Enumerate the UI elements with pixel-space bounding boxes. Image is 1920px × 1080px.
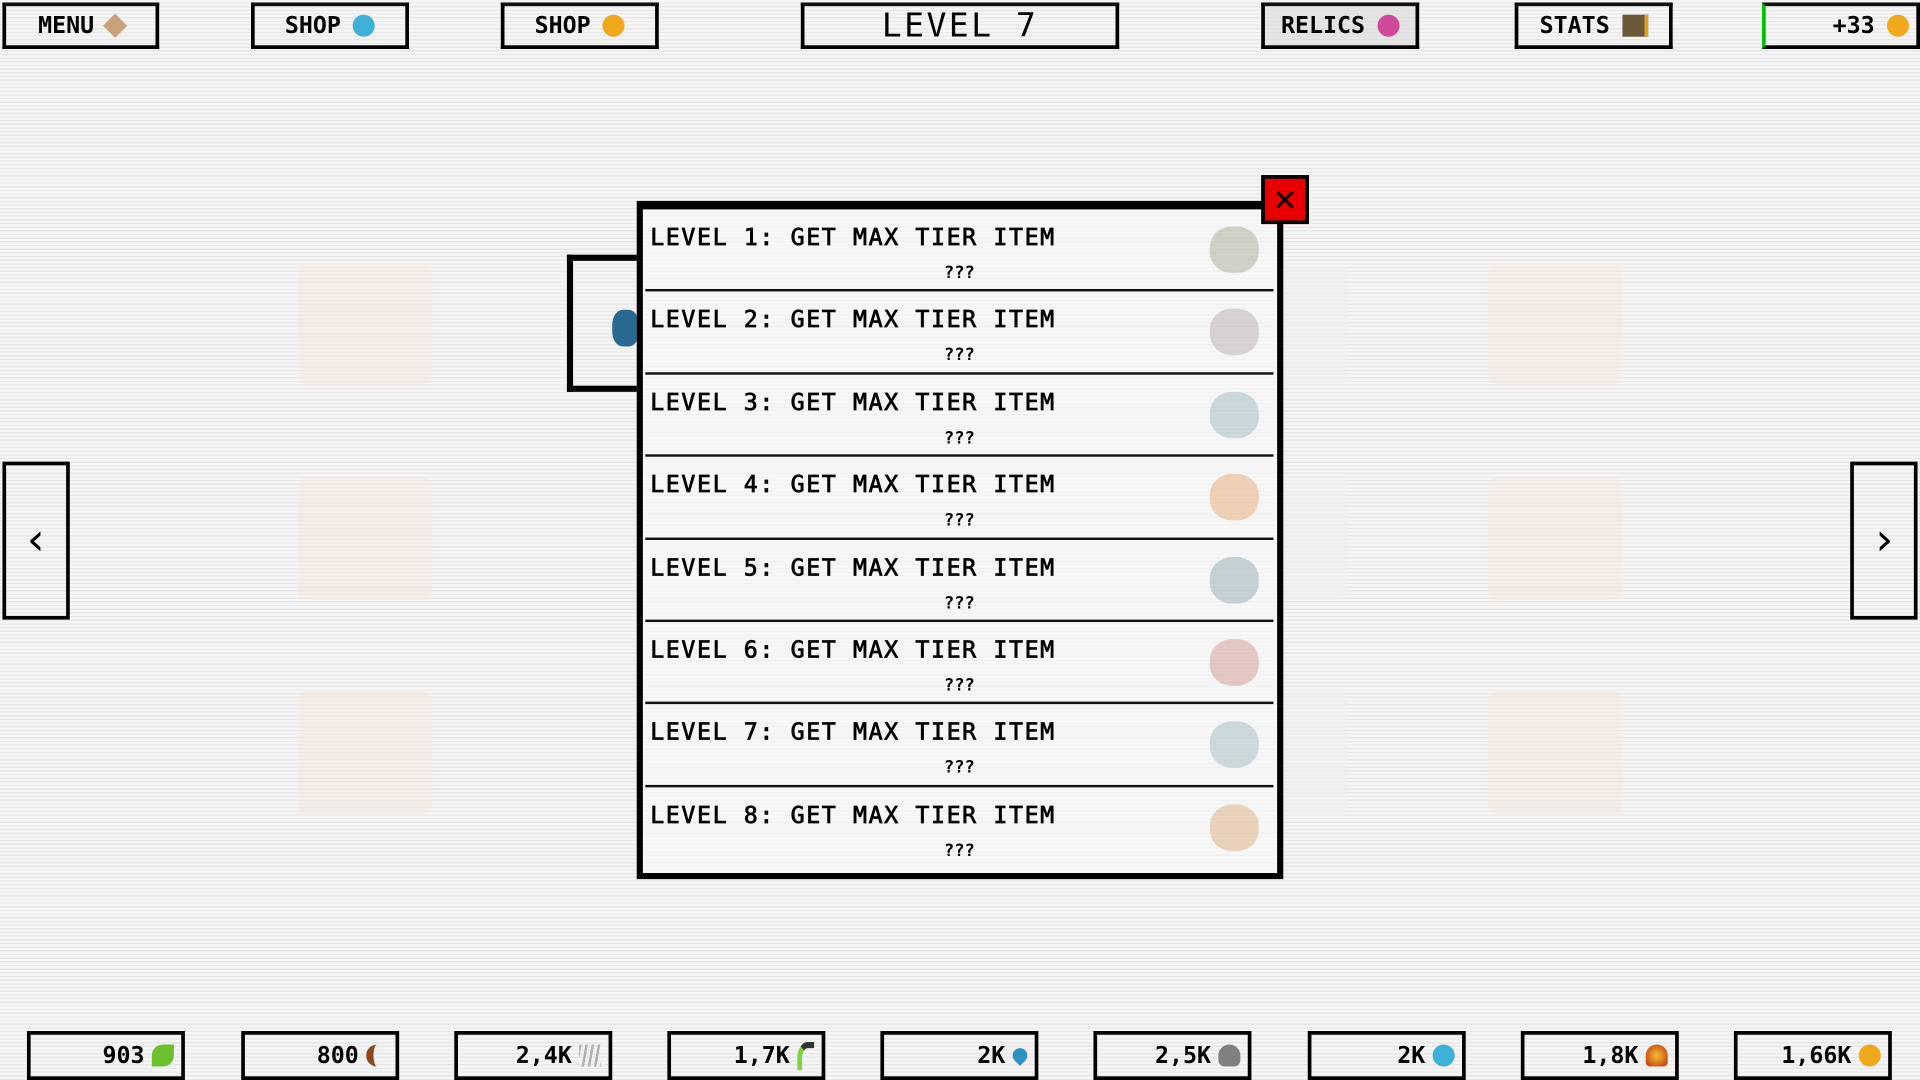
gold-coin-icon bbox=[1886, 14, 1909, 37]
background-slot bbox=[1487, 691, 1623, 815]
resource-value: 1,8K bbox=[1582, 1042, 1639, 1069]
item-icon bbox=[1209, 721, 1259, 769]
shop-label: SHOP bbox=[284, 12, 341, 40]
claw-icon bbox=[579, 1044, 602, 1067]
resource-value: 2K bbox=[977, 1042, 1006, 1069]
level-goal-row: LEVEL 8: GET MAX TIER ITEM??? bbox=[645, 787, 1273, 870]
resource-counter: 800 bbox=[241, 1031, 400, 1080]
sprout-icon bbox=[797, 1041, 815, 1070]
background-slot bbox=[1279, 691, 1347, 815]
stats-label: STATS bbox=[1539, 12, 1610, 40]
level-title-text: LEVEL 7 bbox=[881, 6, 1039, 45]
goal-title: LEVEL 6: GET MAX TIER ITEM bbox=[650, 636, 1056, 664]
chevron-right-icon: › bbox=[1870, 515, 1898, 566]
resource-counter: 2,4K bbox=[454, 1031, 613, 1080]
resource-counter: 2K bbox=[880, 1031, 1039, 1080]
level-goal-row: LEVEL 4: GET MAX TIER ITEM??? bbox=[645, 457, 1274, 540]
relics-label: RELICS bbox=[1281, 12, 1366, 40]
background-slot bbox=[1279, 263, 1347, 386]
resource-value: 903 bbox=[102, 1042, 145, 1069]
water-drop-icon bbox=[1009, 1045, 1031, 1066]
resource-value: 2K bbox=[1397, 1042, 1426, 1069]
pink-gem-icon bbox=[1377, 14, 1400, 37]
shop-label: SHOP bbox=[534, 12, 591, 40]
goal-reward: ??? bbox=[943, 840, 975, 861]
goal-title: LEVEL 7: GET MAX TIER ITEM bbox=[650, 719, 1056, 747]
menu-label: MENU bbox=[38, 12, 95, 40]
gold-coin-icon bbox=[1858, 1044, 1881, 1067]
resource-counter: 2,5K bbox=[1093, 1031, 1252, 1080]
goal-title: LEVEL 4: GET MAX TIER ITEM bbox=[650, 471, 1056, 499]
resource-counter: 1,7K bbox=[667, 1031, 826, 1080]
goal-reward: ??? bbox=[943, 345, 975, 366]
goal-title: LEVEL 2: GET MAX TIER ITEM bbox=[650, 306, 1056, 334]
background-slot bbox=[1487, 263, 1623, 386]
goal-reward: ??? bbox=[943, 758, 975, 778]
item-icon bbox=[1209, 556, 1259, 604]
goal-reward: ??? bbox=[943, 510, 975, 531]
blue-orb-icon bbox=[1432, 1044, 1455, 1067]
relics-button[interactable]: RELICS bbox=[1261, 2, 1420, 49]
background-slot bbox=[297, 691, 433, 815]
level-goal-row: LEVEL 5: GET MAX TIER ITEM??? bbox=[645, 539, 1274, 622]
goal-reward: ??? bbox=[943, 675, 975, 696]
goal-title: LEVEL 8: GET MAX TIER ITEM bbox=[650, 801, 1056, 829]
item-icon bbox=[1209, 804, 1259, 851]
item-icon bbox=[1209, 391, 1259, 439]
income-value: +33 bbox=[1832, 12, 1875, 40]
blue-gem-icon bbox=[612, 309, 640, 347]
map-icon bbox=[102, 13, 128, 38]
income-display: +33 bbox=[1762, 2, 1920, 49]
goal-reward: ??? bbox=[943, 428, 975, 448]
level-goal-row: LEVEL 6: GET MAX TIER ITEM??? bbox=[645, 622, 1274, 705]
resource-value: 1,7K bbox=[733, 1042, 790, 1069]
level-goal-row: LEVEL 7: GET MAX TIER ITEM??? bbox=[645, 705, 1274, 788]
item-icon bbox=[1209, 474, 1259, 521]
close-icon: ✕ bbox=[1274, 177, 1297, 221]
shop-coins-button[interactable]: SHOP bbox=[500, 2, 659, 49]
level-goal-row: LEVEL 3: GET MAX TIER ITEM??? bbox=[645, 374, 1274, 457]
blue-orb-icon bbox=[353, 14, 376, 37]
item-icon bbox=[1209, 639, 1259, 686]
goal-title: LEVEL 3: GET MAX TIER ITEM bbox=[650, 389, 1056, 417]
chevron-left-icon: ‹ bbox=[22, 515, 50, 566]
goal-title: LEVEL 5: GET MAX TIER ITEM bbox=[650, 554, 1056, 582]
resource-value: 2,5K bbox=[1154, 1042, 1212, 1069]
goal-title: LEVEL 1: GET MAX TIER ITEM bbox=[650, 224, 1056, 252]
gold-coin-icon bbox=[602, 14, 625, 37]
level-title: LEVEL 7 bbox=[800, 2, 1120, 49]
book-icon bbox=[1621, 14, 1648, 37]
level-goals-modal: LEVEL 1: GET MAX TIER ITEM??? LEVEL 2: G… bbox=[636, 200, 1284, 880]
wood-icon bbox=[366, 1044, 388, 1067]
item-icon bbox=[1209, 309, 1259, 356]
leaf-icon bbox=[151, 1044, 174, 1067]
resource-counter: 1,66K bbox=[1733, 1031, 1892, 1080]
fire-icon bbox=[1645, 1044, 1668, 1067]
resource-value: 2,4K bbox=[515, 1042, 572, 1069]
goal-reward: ??? bbox=[943, 263, 975, 283]
background-slot bbox=[297, 263, 433, 386]
resource-counter: 1,8K bbox=[1520, 1031, 1679, 1080]
background-slot bbox=[297, 477, 433, 601]
resource-counter: 2K bbox=[1307, 1031, 1466, 1080]
level-goal-row: LEVEL 1: GET MAX TIER ITEM??? bbox=[645, 209, 1274, 292]
resource-value: 800 bbox=[316, 1042, 359, 1069]
resource-counter: 903 bbox=[26, 1031, 185, 1080]
goal-reward: ??? bbox=[943, 593, 975, 613]
side-panel bbox=[566, 254, 641, 392]
previous-page-button[interactable]: ‹ bbox=[2, 461, 70, 620]
level-goal-row: LEVEL 2: GET MAX TIER ITEM??? bbox=[645, 292, 1274, 375]
shop-gems-button[interactable]: SHOP bbox=[251, 2, 409, 49]
resource-value: 1,66K bbox=[1781, 1042, 1852, 1069]
background-slot bbox=[1279, 477, 1347, 601]
close-button[interactable]: ✕ bbox=[1261, 175, 1309, 225]
menu-button[interactable]: MENU bbox=[2, 2, 160, 49]
item-icon bbox=[1209, 226, 1259, 274]
skull-icon bbox=[1218, 1044, 1241, 1067]
stats-button[interactable]: STATS bbox=[1514, 2, 1673, 49]
background-slot bbox=[1487, 477, 1623, 601]
next-page-button[interactable]: › bbox=[1850, 461, 1918, 620]
